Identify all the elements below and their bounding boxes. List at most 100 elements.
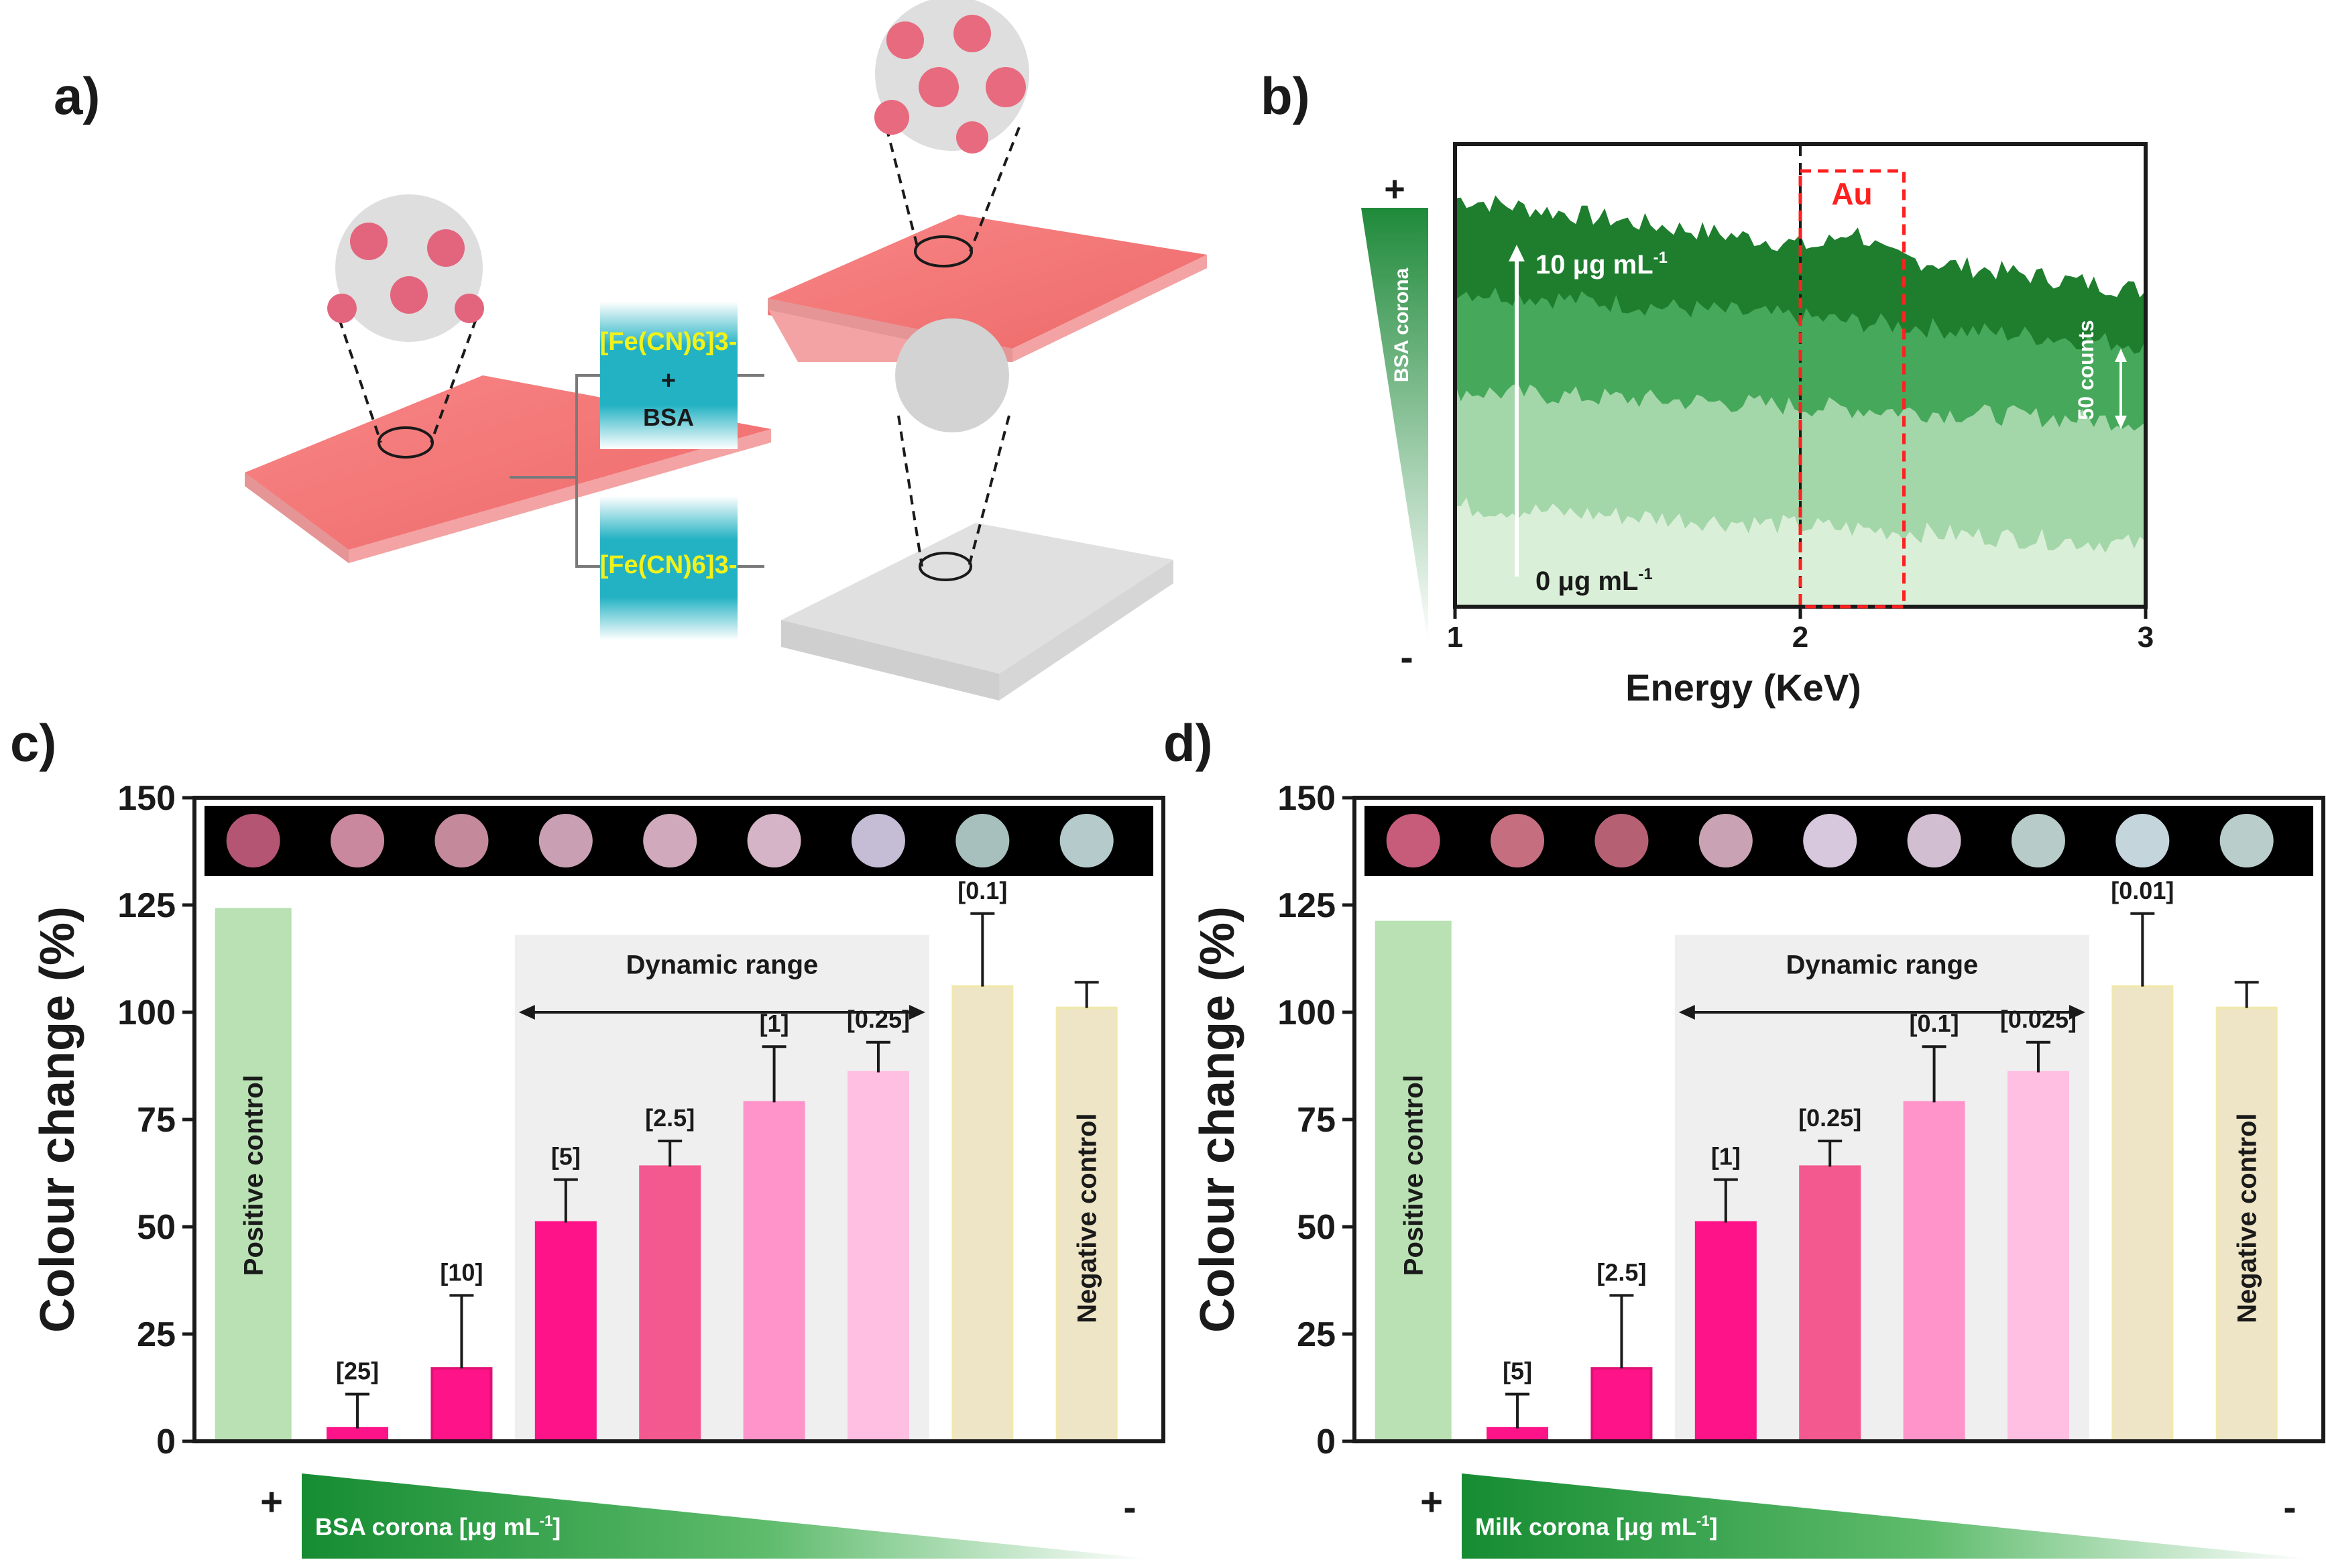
y-tick-label: 50 xyxy=(137,1208,176,1247)
rotated-bar-label: Positive control xyxy=(1399,1075,1429,1276)
y-axis-label: Colour change (%) xyxy=(31,906,84,1333)
zoom-circle-right-top xyxy=(874,0,1029,154)
bar-5 xyxy=(639,1165,701,1443)
sample-dot xyxy=(1059,814,1114,867)
sample-dot xyxy=(955,814,1010,867)
sample-dot xyxy=(1698,814,1753,867)
bar-6 xyxy=(1903,1101,1965,1443)
sample-dot xyxy=(434,814,489,867)
gradient-plus: + xyxy=(1420,1480,1443,1524)
bar-5 xyxy=(1799,1165,1861,1443)
gradient-minus: - xyxy=(2283,1486,2296,1529)
panel-a: a) [Fe(CN)6]3- + BSA [Fe(CN)6]3 xyxy=(54,0,1207,701)
bar-chart-c: Dynamic range [25] [10] [5] [2.5] [1] [0.25] [0… xyxy=(31,779,1165,1559)
y-tick-label: 100 xyxy=(117,993,176,1032)
bar-7 xyxy=(2007,1071,2069,1443)
reagent-plus: + xyxy=(661,367,676,395)
x-axis-b: 1 2 3 xyxy=(1447,607,2154,654)
bar-label: [1] xyxy=(1711,1143,1741,1170)
reagent-bsa-label: BSA xyxy=(643,404,694,431)
bar-label: [0.1] xyxy=(957,877,1007,904)
bar-3 xyxy=(430,1367,493,1443)
bar-label: [0.01] xyxy=(2111,877,2174,904)
sample-dot xyxy=(747,814,801,867)
panel-c: c) Dynamic range [25] [10] [5] [2.5] [1] [0.25… xyxy=(10,713,1165,1559)
bar-1 xyxy=(215,908,292,1443)
corona-gradient xyxy=(302,1473,1150,1559)
sample-dot xyxy=(1594,814,1649,867)
gradient-label: Milk corona [μg mL-1] xyxy=(1475,1512,1718,1541)
reagent-top-label: [Fe(CN)6]3- xyxy=(600,328,738,356)
y-tick-label: 125 xyxy=(1277,886,1336,925)
bar-8 xyxy=(2111,985,2174,1443)
au-label: Au xyxy=(1831,176,1872,211)
y-tick-label: 100 xyxy=(1277,993,1336,1032)
corona-gradient xyxy=(1462,1473,2310,1559)
sample-dot xyxy=(1491,814,1545,867)
sample-dot xyxy=(643,814,697,867)
panel-b: b) + BSA corona - Au 10 μg mL-1 0 μg mL-… xyxy=(1261,66,2154,709)
rotated-bar-label: Negative control xyxy=(1073,1113,1102,1323)
x-tick-label-b: 2 xyxy=(1792,621,1808,654)
rotated-bar-label: Positive control xyxy=(239,1075,269,1276)
reagent-bottom-label: [Fe(CN)6]3- xyxy=(600,551,738,579)
bar-8 xyxy=(951,985,1014,1443)
bar-label: [25] xyxy=(336,1358,379,1385)
grey-paper-right xyxy=(781,523,1173,701)
panel-c-label: c) xyxy=(10,713,56,772)
y-tick-label: 25 xyxy=(1297,1315,1336,1354)
sample-dot xyxy=(851,814,905,867)
bar-label: [10] xyxy=(440,1258,483,1286)
arrowhead-right xyxy=(2069,1005,2085,1020)
bar-3 xyxy=(1590,1367,1653,1443)
gradient-plus: + xyxy=(260,1480,283,1524)
bar-label: [0.25] xyxy=(1798,1104,1861,1132)
bar-9 xyxy=(1055,1006,1118,1443)
reagent-box-bottom xyxy=(600,496,738,640)
panel-b-label: b) xyxy=(1261,66,1310,125)
bar-7 xyxy=(847,1071,909,1443)
bar-label: [5] xyxy=(1503,1358,1532,1385)
gauge-minus: - xyxy=(1400,636,1413,679)
sample-dot xyxy=(226,814,280,867)
sample-dot xyxy=(1907,814,1961,867)
reagent-box-top xyxy=(600,302,738,449)
sample-dot xyxy=(538,814,593,867)
annot-top: 10 μg mL-1 xyxy=(1535,249,1668,280)
y-tick-label: 150 xyxy=(117,779,176,818)
sample-dot xyxy=(331,814,385,867)
annot-bottom: 0 μg mL-1 xyxy=(1535,565,1653,596)
bar-label: [2.5] xyxy=(1596,1258,1646,1286)
bar-label: [0.1] xyxy=(1910,1010,1959,1037)
bar-label: [0.025] xyxy=(2000,1006,2077,1033)
panel-d-label: d) xyxy=(1163,713,1213,772)
xlabel-b: Energy (KeV) xyxy=(1625,666,1861,709)
bar-4 xyxy=(1694,1221,1757,1443)
zoom-circle-left xyxy=(327,194,484,342)
gauge-label: BSA corona xyxy=(1391,267,1413,382)
y-tick-label: 0 xyxy=(156,1423,176,1461)
sample-dot xyxy=(2219,814,2274,867)
y-tick-label: 75 xyxy=(1297,1101,1336,1140)
bar-label: [2.5] xyxy=(645,1104,695,1132)
y-tick-label: 125 xyxy=(117,886,176,925)
sample-dot xyxy=(2011,814,2065,867)
sample-dot xyxy=(1386,814,1440,867)
bar-label: [1] xyxy=(760,1010,789,1037)
arrowhead-right xyxy=(909,1005,925,1020)
y-tick-label: 75 xyxy=(137,1101,176,1140)
x-tick-label-b: 1 xyxy=(1447,621,1463,654)
bar-4 xyxy=(534,1221,597,1443)
gradient-label: BSA corona [μg mL-1] xyxy=(315,1512,561,1541)
panel-d: d) Dynamic range [5] [2.5] [1] [0.25] [0.1] [0… xyxy=(1163,713,2325,1559)
y-axis-label: Colour change (%) xyxy=(1191,906,1244,1333)
scale-label: 50 counts xyxy=(2074,320,2098,420)
y-tick-label: 0 xyxy=(1316,1423,1336,1461)
rotated-bar-label: Negative control xyxy=(2233,1113,2262,1323)
zoom-ring-right-bottom xyxy=(919,552,972,581)
y-tick-label: 50 xyxy=(1297,1208,1336,1247)
dynamic-range-label: Dynamic range xyxy=(1786,950,1978,979)
sample-dot xyxy=(1803,814,1857,867)
sample-dot xyxy=(2115,814,2170,867)
